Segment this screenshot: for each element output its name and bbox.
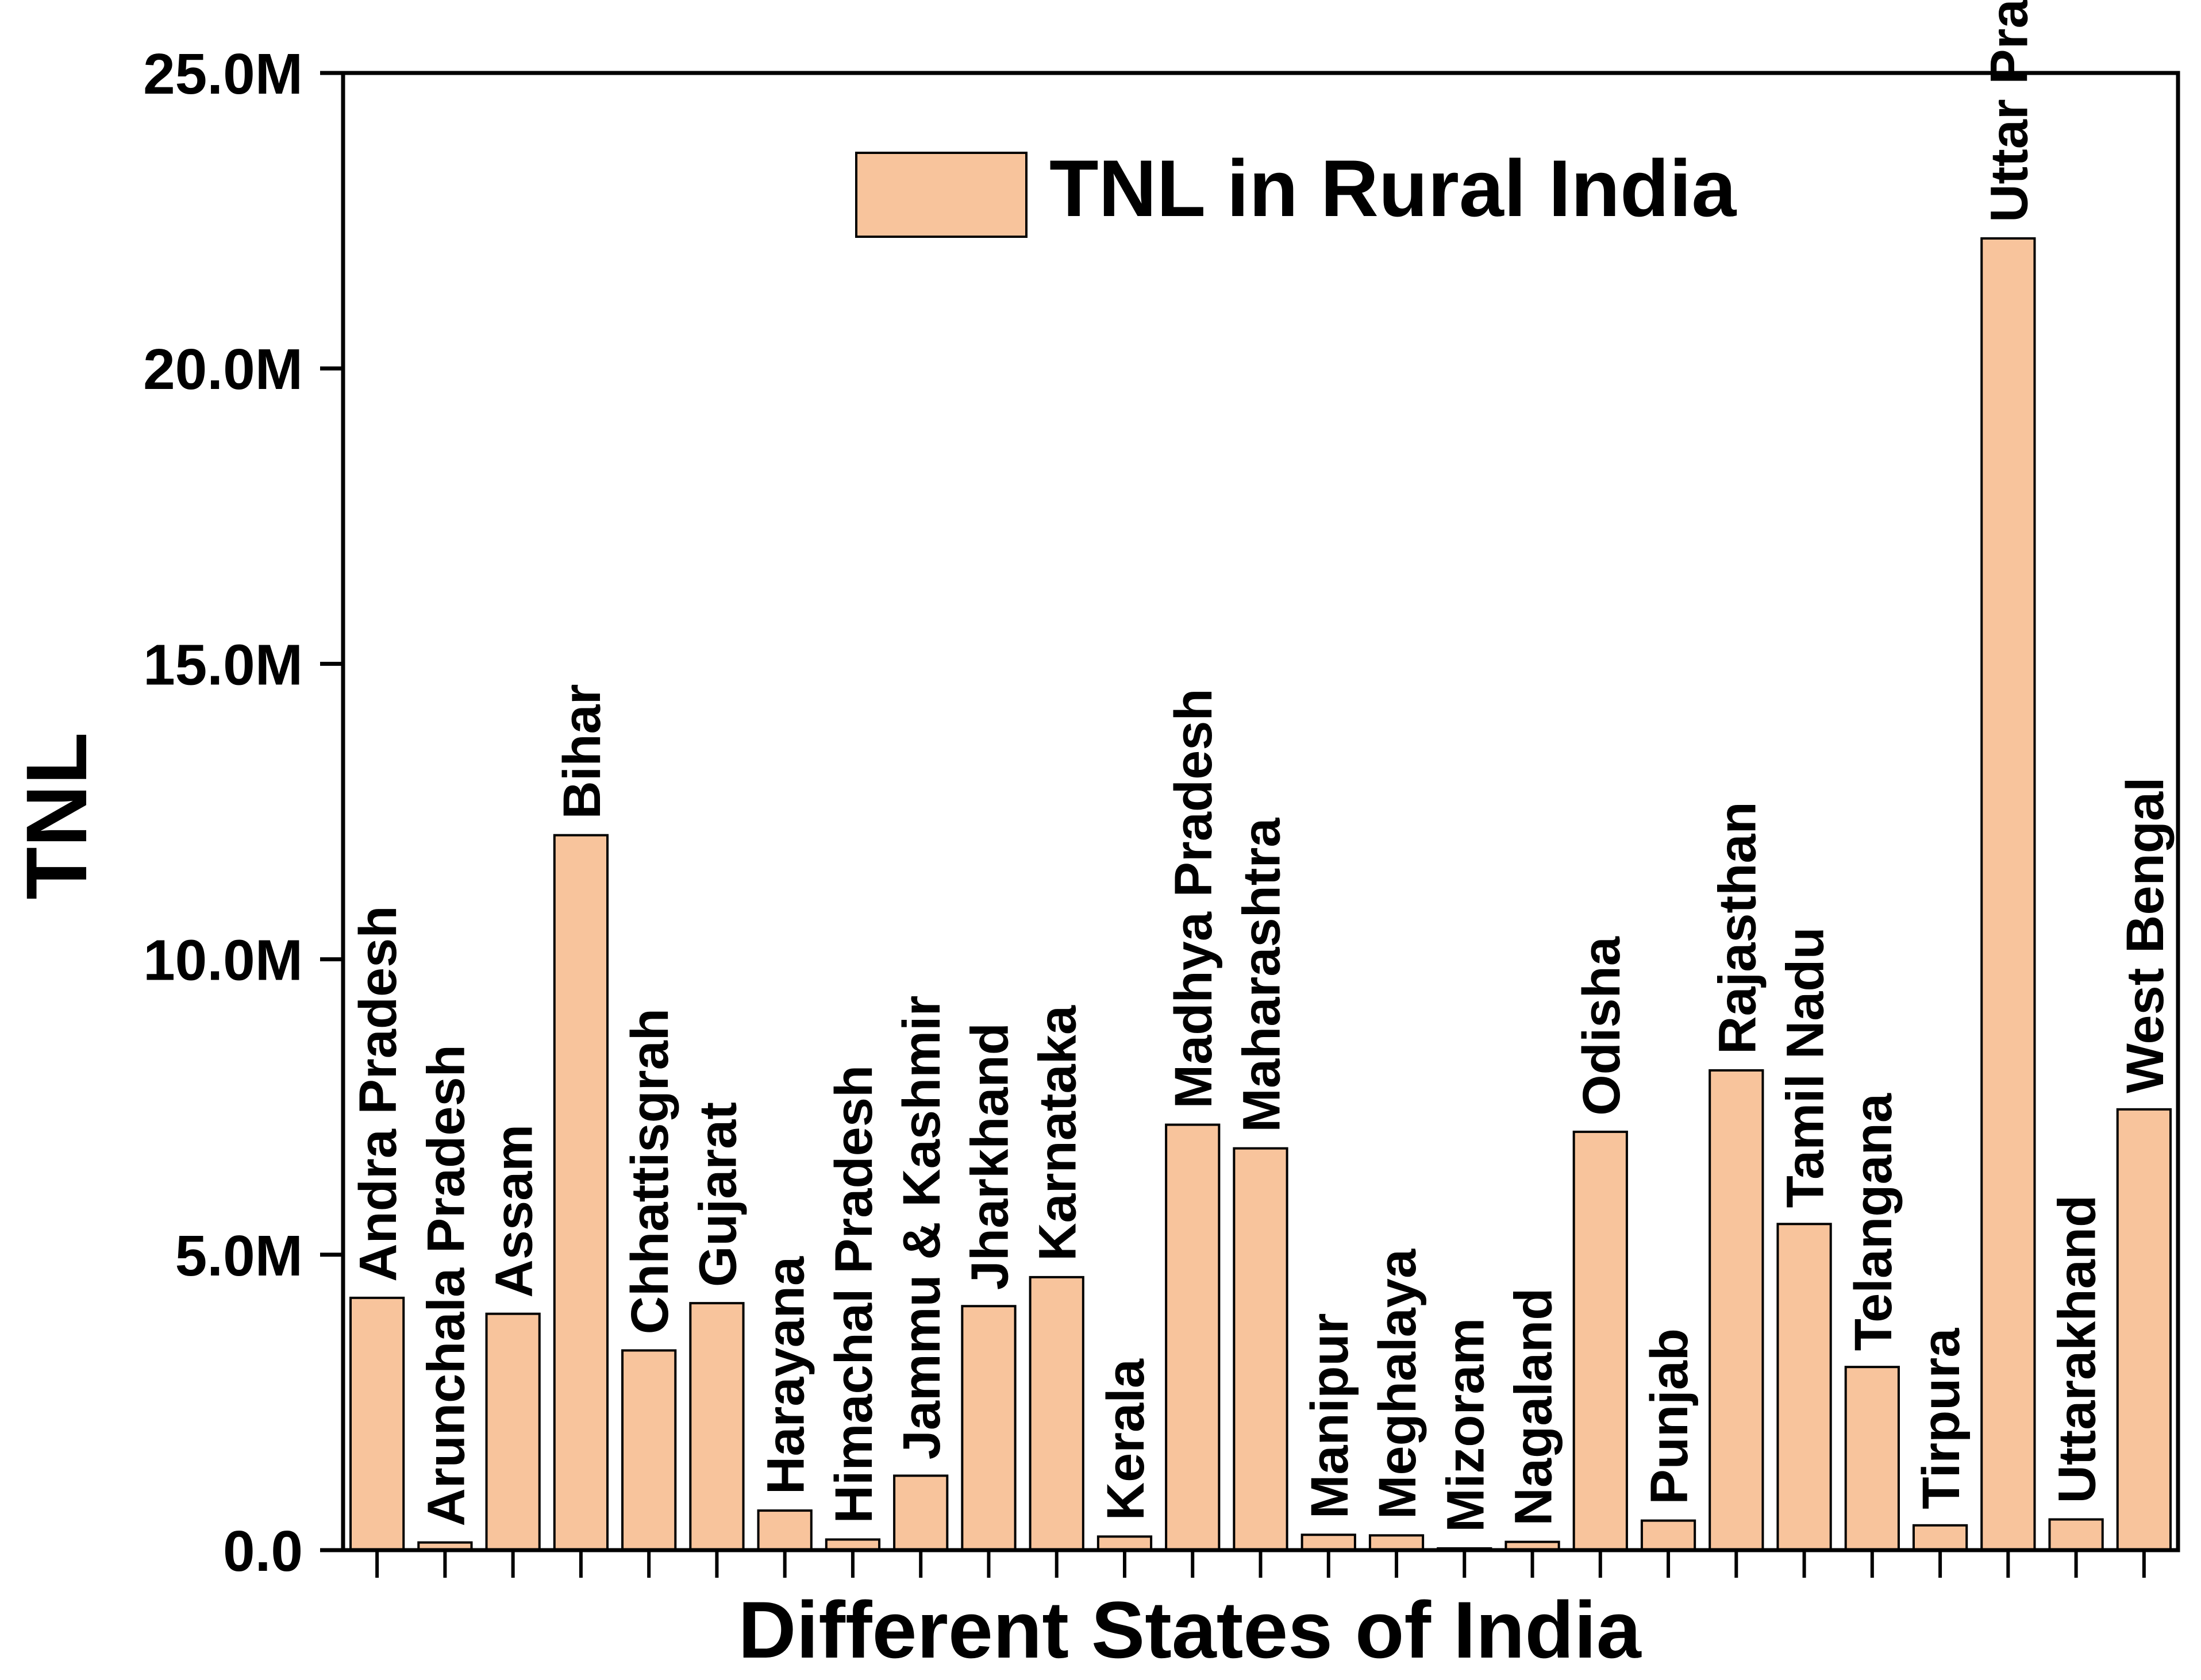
bar-3 xyxy=(485,1312,541,1551)
x-axis-title: Different States of India xyxy=(738,1585,1641,1675)
bar-26 xyxy=(2048,1518,2104,1551)
bar-label-25: Uttar Pradesh xyxy=(1980,0,2038,222)
y-tick-label-5: 25.0M xyxy=(143,42,303,106)
bar-7 xyxy=(757,1509,813,1551)
bar-label-20: Punjab xyxy=(1640,1328,1699,1505)
bar-label-5: Chhattisgrah xyxy=(621,1008,679,1334)
y-tick-label-1: 5.0M xyxy=(175,1224,303,1288)
bar-label-1: Andra Pradesh xyxy=(349,905,407,1281)
bar-label-16: Meghalaya xyxy=(1368,1249,1427,1519)
bar-label-23: Telangana xyxy=(1844,1093,1903,1351)
bar-label-21: Rajasthan xyxy=(1708,802,1767,1054)
bar-25 xyxy=(1980,237,2036,1552)
y-tick-label-4: 20.0M xyxy=(143,337,303,402)
bar-label-7: Harayana xyxy=(757,1256,815,1494)
ticks-layer: 0.0 5.0M 10.0M 15.0M 20.0M 25.0M xyxy=(143,42,2146,1583)
bar-27 xyxy=(2116,1108,2172,1551)
bar-24 xyxy=(1912,1524,1968,1551)
bar-labels-layer: Andra Pradesh Arunchala Pradesh Assam Bihar… xyxy=(349,0,2175,1532)
bar-label-18: Nagaland xyxy=(1504,1288,1563,1526)
bar-label-19: Odisha xyxy=(1572,936,1631,1116)
bar-9 xyxy=(893,1474,949,1552)
y-tick-label-2: 10.0M xyxy=(143,928,303,993)
bar-label-15: Manipur xyxy=(1300,1313,1359,1519)
legend-label: TNL in Rural India xyxy=(1049,143,1737,233)
bar-label-17: Mizoram xyxy=(1436,1318,1495,1532)
bar-21 xyxy=(1709,1069,1764,1551)
bar-label-9: Jammu & Kashmir xyxy=(892,996,951,1460)
bar-22 xyxy=(1776,1223,1832,1552)
bar-label-10: Jharkhand xyxy=(960,1023,1019,1290)
bar-label-24: Tirpura xyxy=(1912,1328,1971,1509)
bar-5 xyxy=(621,1349,677,1552)
bars-layer xyxy=(349,237,2172,1552)
bar-13 xyxy=(1165,1123,1221,1551)
bar-10 xyxy=(961,1305,1017,1551)
bar-label-11: Karnataka xyxy=(1029,1005,1087,1261)
bar-label-26: Uttarakhand xyxy=(2048,1195,2107,1504)
bar-label-4: Bihar xyxy=(553,684,611,819)
bar-20 xyxy=(1640,1519,1696,1552)
bar-11 xyxy=(1029,1276,1084,1551)
bar-label-3: Assam xyxy=(485,1124,544,1298)
bar-19 xyxy=(1572,1130,1628,1551)
bar-label-22: Tamil Nadu xyxy=(1776,927,1835,1208)
bar-label-13: Madhya Pradesh xyxy=(1164,688,1223,1108)
bar-23 xyxy=(1844,1366,1900,1552)
bar-label-6: Gujarat xyxy=(688,1102,747,1287)
bar-label-14: Maharashtra xyxy=(1233,818,1291,1132)
bar-label-2: Arunchala Pradesh xyxy=(417,1045,475,1527)
y-tick-label-0: 0.0 xyxy=(223,1519,303,1583)
legend: TNL in Rural India xyxy=(855,143,1737,238)
legend-swatch xyxy=(855,152,1028,238)
y-tick-label-3: 15.0M xyxy=(143,633,303,697)
bar-label-12: Kerala xyxy=(1096,1358,1155,1520)
bar-12 xyxy=(1096,1535,1153,1551)
bar-6 xyxy=(689,1302,745,1552)
bar-14 xyxy=(1233,1147,1288,1551)
bar-label-8: Himachal Pradesh xyxy=(825,1065,883,1524)
bar-16 xyxy=(1368,1534,1425,1552)
bar-1 xyxy=(349,1296,405,1552)
bar-15 xyxy=(1300,1533,1356,1552)
bar-4 xyxy=(553,834,609,1551)
y-axis-title: TNL xyxy=(8,732,105,900)
bar-label-27: West Bengal xyxy=(2116,777,2175,1093)
